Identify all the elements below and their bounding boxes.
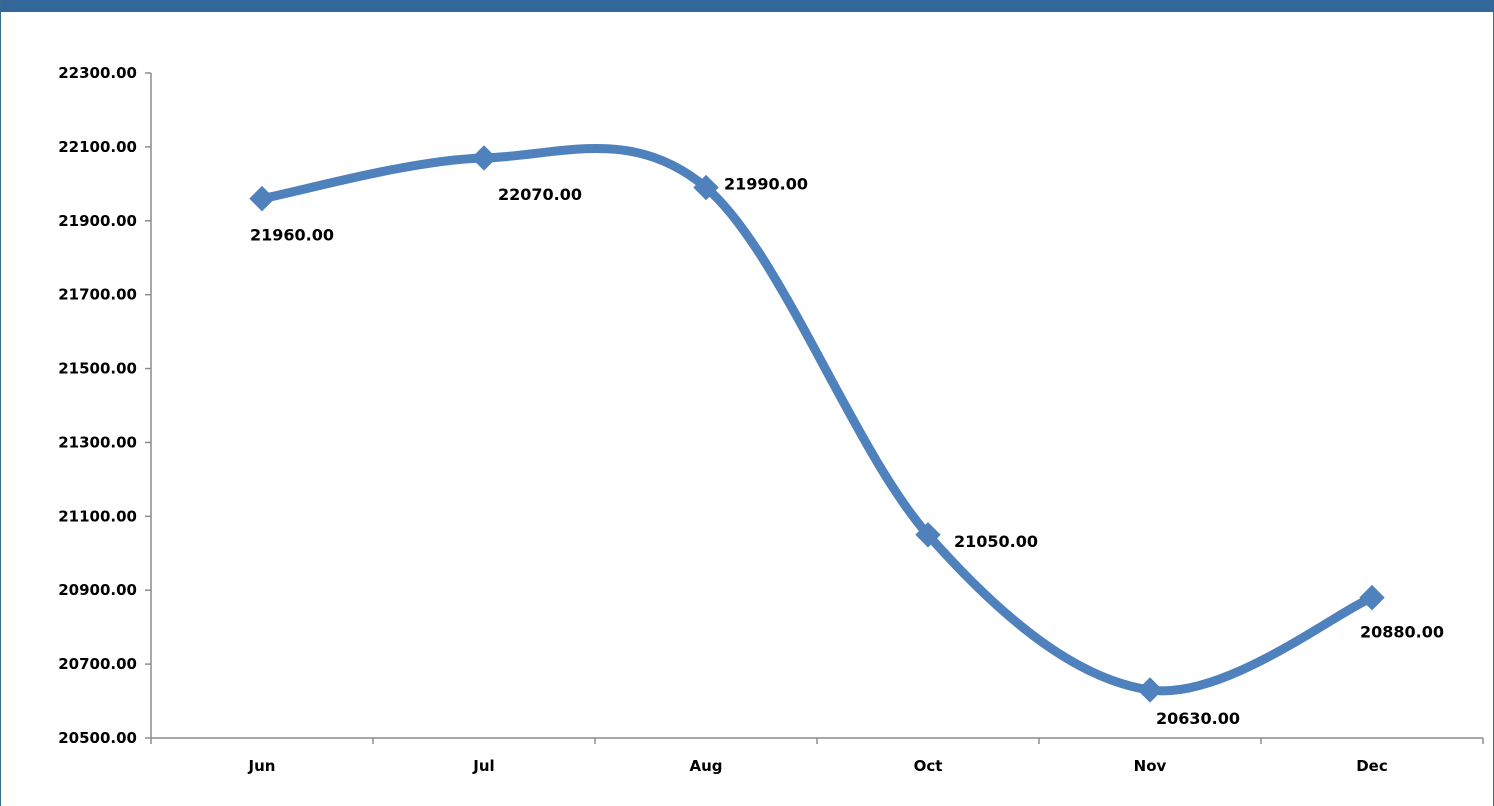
x-tick-label: Jul: [472, 757, 494, 775]
y-tick-label: 21300.00: [58, 433, 137, 451]
x-axis-ticks: Jun Jul Aug Oct Nov Dec: [150, 738, 1484, 775]
y-axis-ticks: 20500.00 20700.00 20900.00 21100.00 21300.00…: [58, 64, 151, 747]
data-point-marker: [693, 174, 719, 201]
data-label: 21990.00: [724, 175, 808, 194]
y-tick-label: 22300.00: [58, 64, 137, 82]
y-tick-label: 21900.00: [58, 212, 137, 230]
data-label: 20880.00: [1360, 623, 1444, 642]
y-tick-label: 21700.00: [58, 286, 137, 304]
y-tick-label: 20500.00: [58, 729, 137, 747]
data-labels: 21960.00 22070.00 21990.00 21050.00 20630.00…: [250, 175, 1444, 728]
data-point-marker: [1137, 677, 1163, 703]
series-line: [257, 144, 1377, 696]
y-tick-label: 20900.00: [58, 581, 137, 599]
y-tick-label: 20700.00: [58, 655, 137, 673]
header-bar: [1, 0, 1494, 12]
y-tick-label: 21100.00: [58, 507, 137, 525]
data-point-marker: [915, 522, 941, 548]
series-group: [249, 144, 1385, 703]
x-tick-label: Oct: [914, 757, 943, 775]
data-label: 21050.00: [954, 532, 1038, 551]
data-label: 22070.00: [498, 185, 582, 204]
y-tick-label: 22100.00: [58, 138, 137, 156]
x-tick-label: Aug: [689, 757, 722, 775]
data-point-marker: [1359, 584, 1385, 611]
x-tick-label: Dec: [1356, 757, 1388, 775]
chart-axes: [150, 73, 1483, 739]
y-tick-label: 21500.00: [58, 360, 137, 378]
data-label: 21960.00: [250, 226, 334, 245]
x-tick-label: Nov: [1134, 757, 1167, 775]
data-label: 20630.00: [1156, 709, 1240, 728]
data-point-marker: [249, 185, 275, 212]
x-tick-label: Jun: [248, 757, 276, 775]
data-point-marker: [471, 145, 497, 171]
